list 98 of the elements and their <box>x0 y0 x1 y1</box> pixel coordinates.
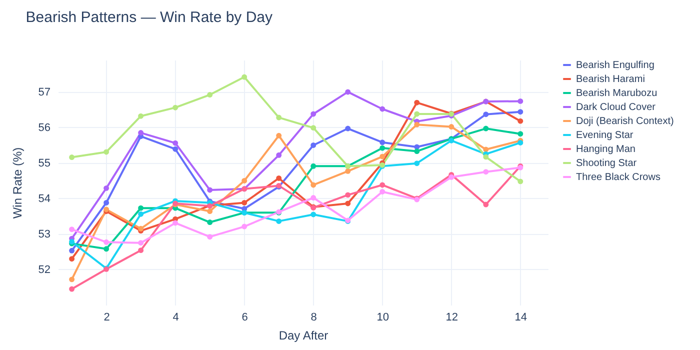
point <box>69 256 75 262</box>
point <box>518 98 524 104</box>
y-tick-label: 55 <box>38 157 50 170</box>
point <box>242 74 248 80</box>
point <box>483 146 489 152</box>
point <box>448 174 454 180</box>
point <box>345 89 351 95</box>
point <box>276 152 282 158</box>
point <box>483 126 489 132</box>
point <box>138 130 144 136</box>
y-axis-title: Win Rate (%) <box>10 147 24 219</box>
point <box>483 154 489 160</box>
x-tick-label: 10 <box>376 312 389 324</box>
x-tick-label: 4 <box>172 312 179 324</box>
point <box>207 220 213 225</box>
point <box>518 109 524 115</box>
point <box>310 195 316 200</box>
point <box>207 92 213 98</box>
point <box>172 140 178 146</box>
point <box>138 240 144 246</box>
point <box>69 154 75 160</box>
point <box>104 200 110 206</box>
point <box>518 140 524 146</box>
y-tick-label: 53 <box>38 228 50 240</box>
point <box>380 154 386 160</box>
point <box>207 208 213 214</box>
point <box>310 212 316 218</box>
point <box>104 149 110 155</box>
point <box>310 182 316 188</box>
point <box>380 182 386 188</box>
point <box>138 248 144 254</box>
x-axis-title: Day After <box>278 328 328 342</box>
point <box>104 185 110 191</box>
point <box>310 125 316 131</box>
legend-label: Bearish Engulfing <box>576 60 654 71</box>
legend-label: Doji (Bearish Context) <box>576 116 674 127</box>
x-tick-label: 8 <box>310 312 317 324</box>
x-tick-label: 6 <box>242 312 248 324</box>
point <box>414 122 420 128</box>
point <box>380 189 386 194</box>
point <box>380 140 386 146</box>
point <box>345 168 351 174</box>
point <box>448 124 454 130</box>
point <box>345 200 351 206</box>
point <box>345 126 351 132</box>
point <box>414 148 420 154</box>
legend-label: Three Black Crows <box>576 172 660 183</box>
point <box>483 112 489 118</box>
point <box>518 178 524 184</box>
x-tick-label: 2 <box>104 312 110 324</box>
point <box>310 111 316 117</box>
point <box>207 187 213 193</box>
point <box>138 211 144 217</box>
point <box>414 160 420 166</box>
point <box>104 239 110 245</box>
y-tick-label: 57 <box>38 86 50 98</box>
legend-label: Hanging Man <box>576 144 636 155</box>
point <box>518 118 524 124</box>
point <box>414 100 420 106</box>
point <box>69 226 75 232</box>
point <box>172 220 178 226</box>
legend-label: Shooting Star <box>576 158 638 169</box>
point <box>242 224 248 230</box>
point <box>276 114 282 120</box>
point <box>172 146 178 152</box>
point <box>483 169 489 175</box>
point <box>380 106 386 112</box>
x-tick-label: 14 <box>514 312 528 324</box>
point <box>380 145 386 151</box>
point <box>138 113 144 119</box>
legend-label: Bearish Harami <box>576 74 645 85</box>
point <box>483 202 489 208</box>
point <box>138 226 144 232</box>
chart-title: Bearish Patterns — Win Rate by Day <box>26 9 274 26</box>
legend-label: Bearish Marubozu <box>576 88 658 99</box>
point <box>310 163 316 169</box>
point <box>242 178 248 184</box>
point <box>172 104 178 110</box>
point <box>310 142 316 148</box>
point <box>414 111 420 117</box>
point <box>207 234 213 240</box>
point <box>518 131 524 137</box>
point <box>69 276 75 282</box>
point <box>138 205 144 211</box>
point <box>276 218 282 224</box>
point <box>242 200 248 206</box>
point <box>69 286 75 292</box>
point <box>69 248 75 254</box>
point <box>276 176 282 181</box>
legend-label: Dark Cloud Cover <box>576 102 656 113</box>
y-tick-label: 56 <box>38 122 50 134</box>
point <box>345 192 351 198</box>
x-tick-label: 12 <box>446 312 458 324</box>
point <box>104 246 110 252</box>
legend-label: Evening Star <box>576 130 634 141</box>
point <box>276 132 282 138</box>
y-tick-label: 52 <box>38 264 50 276</box>
y-tick-label: 54 <box>38 192 50 205</box>
